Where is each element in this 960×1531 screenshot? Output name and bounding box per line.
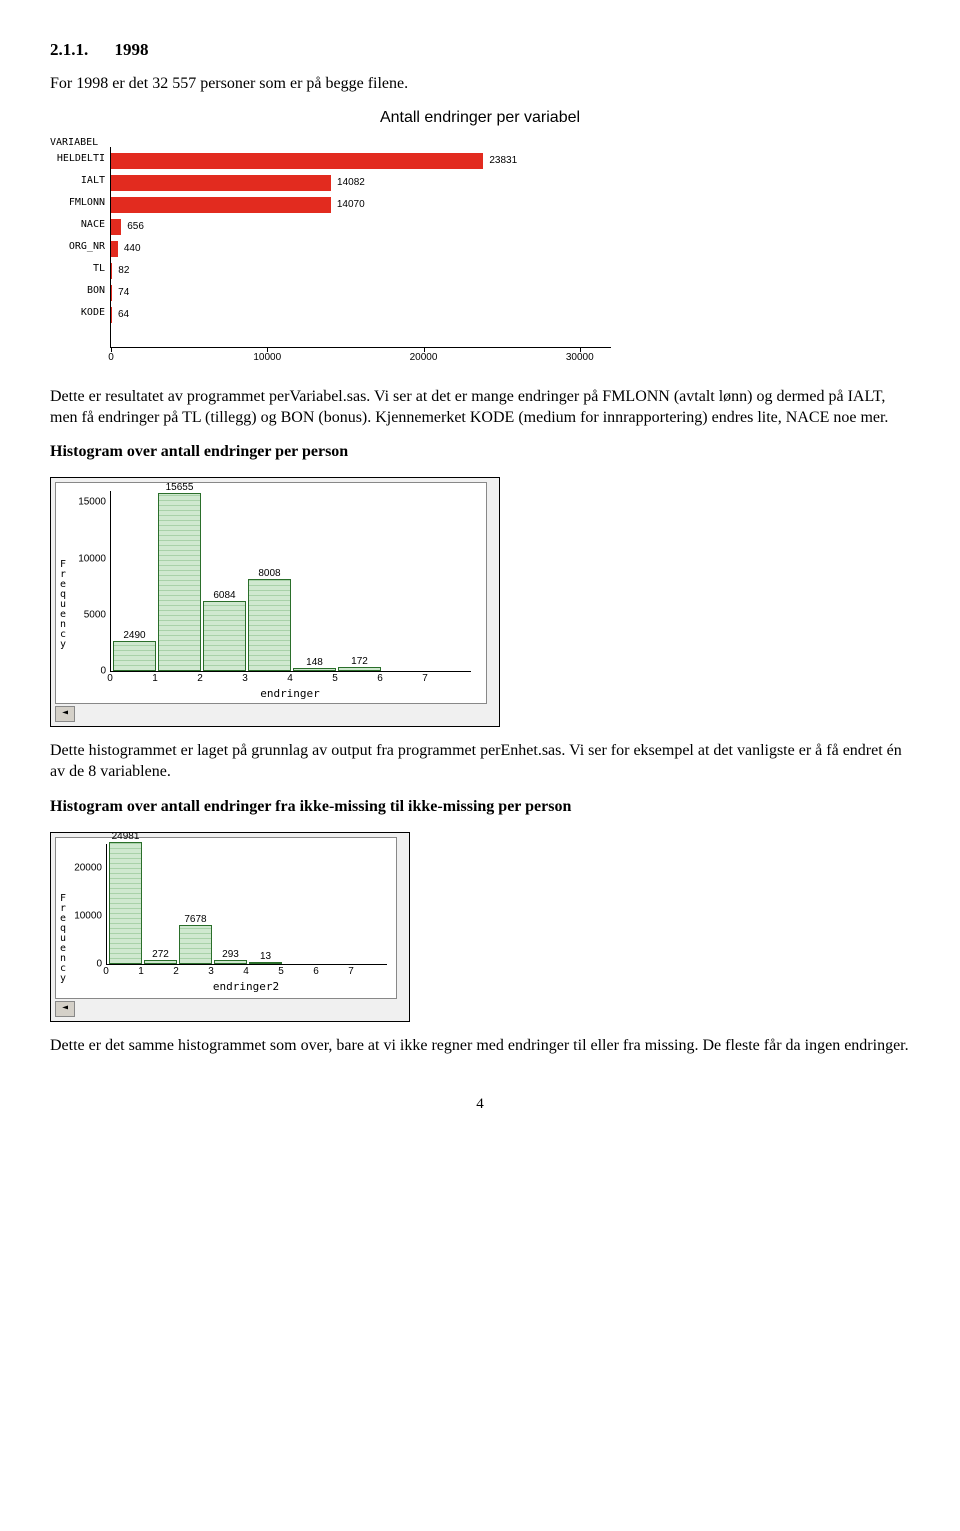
histogram-xtick: 7 [422, 673, 428, 684]
histogram-bar-value: 2490 [123, 630, 145, 641]
chart1-bar-value: 14070 [337, 199, 365, 210]
histogram-bar: 24981 [109, 842, 142, 964]
histogram-xtick: 4 [287, 673, 293, 684]
chart1-bar [111, 175, 331, 191]
chart1-bar [111, 197, 331, 213]
page-number: 4 [50, 1096, 910, 1113]
histogram-xlabel: endringer2 [213, 980, 279, 993]
chart1-bar-value: 64 [118, 309, 129, 320]
chart1-bar [111, 263, 112, 279]
chart1-category-label: TL [50, 263, 105, 274]
histogram-bar: 148 [293, 668, 336, 672]
histogram-ylabel: Frequency [60, 560, 66, 650]
chart1-bar [111, 307, 112, 323]
histogram-xtick: 3 [208, 966, 214, 977]
hist1-heading: Histogram over antall endringer per pers… [50, 442, 910, 463]
histogram-bar: 13 [249, 962, 282, 964]
histogram-xtick: 5 [332, 673, 338, 684]
chart1-xtick: 30000 [566, 352, 594, 363]
histogram-ytick: 10000 [56, 553, 106, 564]
chart1-category-label: IALT [50, 175, 105, 186]
chart1-category-label: FMLONN [50, 197, 105, 208]
histogram-xtick: 7 [348, 966, 354, 977]
histogram-bar-value: 7678 [184, 914, 206, 925]
histogram-xlabel: endringer [260, 687, 320, 700]
chart1-bar-value: 440 [124, 243, 141, 254]
chart1-bar-value: 82 [118, 265, 129, 276]
chart1-bar [111, 153, 483, 169]
scroll-left-icon[interactable]: ◄ [55, 1001, 75, 1017]
histogram-bar: 7678 [179, 925, 212, 964]
histogram-xtick: 1 [152, 673, 158, 684]
histogram-xtick: 2 [197, 673, 203, 684]
histogram-bar: 293 [214, 960, 247, 963]
histogram-ytick: 15000 [56, 497, 106, 508]
chart1-category-label: BON [50, 285, 105, 296]
chart-antall-endringer-per-variabel: Antall endringer per variabel VARIABEL 23… [50, 109, 910, 367]
histogram-xtick: 5 [278, 966, 284, 977]
histogram-bar: 15655 [158, 493, 201, 671]
histogram-bar-value: 6084 [213, 590, 235, 601]
chart1-bar-value: 74 [118, 287, 129, 298]
paragraph-hist1-explain: Dette histogrammet er laget på grunnlag … [50, 741, 910, 783]
histogram-xtick: 0 [107, 673, 113, 684]
histogram-xtick: 0 [103, 966, 109, 977]
histogram-xtick: 6 [377, 673, 383, 684]
chart1-bar [111, 241, 118, 257]
chart1-bar-value: 14082 [337, 177, 365, 188]
histogram-xtick: 1 [138, 966, 144, 977]
histogram-bar-value: 13 [260, 951, 271, 962]
histogram-bar-value: 293 [222, 949, 239, 960]
histogram-ytick: 0 [56, 958, 102, 969]
histogram-xtick: 2 [173, 966, 179, 977]
chart1-xtick: 10000 [253, 352, 281, 363]
histogram-bar-value: 8008 [258, 568, 280, 579]
chart1-category-label: ORG_NR [50, 241, 105, 252]
histogram-bar-value: 148 [306, 657, 323, 668]
hist2-heading: Histogram over antall endringer fra ikke… [50, 797, 910, 818]
histogram-ikke-missing-per-person: Frequency2498127276782931301000020000012… [50, 832, 410, 1022]
chart1-xtick: 0 [108, 352, 114, 363]
histogram-bar-value: 272 [152, 949, 169, 960]
histogram-bar-value: 15655 [166, 482, 194, 493]
histogram-ytick: 0 [56, 666, 106, 677]
chart1-category-label: KODE [50, 307, 105, 318]
section-heading: 2.1.1. 1998 [50, 40, 910, 60]
paragraph-hist2-explain: Dette er det samme histogrammet som over… [50, 1036, 910, 1057]
chart1-category-label: HELDELTI [50, 153, 105, 164]
histogram-bar-value: 172 [351, 656, 368, 667]
section-number: 2.1.1. [50, 40, 88, 59]
histogram-xtick: 3 [242, 673, 248, 684]
histogram-bar-value: 24981 [112, 831, 140, 842]
chart1-bar-value: 23831 [489, 155, 517, 166]
histogram-bar: 172 [338, 667, 381, 671]
chart1-bar [111, 285, 112, 301]
histogram-ytick: 5000 [56, 609, 106, 620]
intro-paragraph: For 1998 er det 32 557 personer som er p… [50, 74, 910, 95]
chart1-category-label: NACE [50, 219, 105, 230]
chart1-title: Antall endringer per variabel [50, 109, 910, 127]
histogram-bar: 8008 [248, 579, 291, 671]
paragraph-chart1-explain: Dette er resultatet av programmet perVar… [50, 387, 910, 429]
histogram-bar: 6084 [203, 601, 246, 671]
scroll-left-icon[interactable]: ◄ [55, 706, 75, 722]
chart1-xtick: 20000 [410, 352, 438, 363]
histogram-ytick: 20000 [56, 862, 102, 873]
chart1-axis-label: VARIABEL [50, 137, 105, 148]
section-title: 1998 [115, 40, 149, 59]
histogram-xtick: 4 [243, 966, 249, 977]
histogram-ytick: 10000 [56, 910, 102, 921]
chart1-bar-value: 656 [127, 221, 144, 232]
histogram-xtick: 6 [313, 966, 319, 977]
histogram-ylabel: Frequency [60, 894, 66, 984]
chart1-bar [111, 219, 121, 235]
histogram-endringer-per-person: Frequency2490156556084800814817205000100… [50, 477, 500, 727]
histogram-bar: 2490 [113, 641, 156, 671]
histogram-bar: 272 [144, 960, 177, 963]
